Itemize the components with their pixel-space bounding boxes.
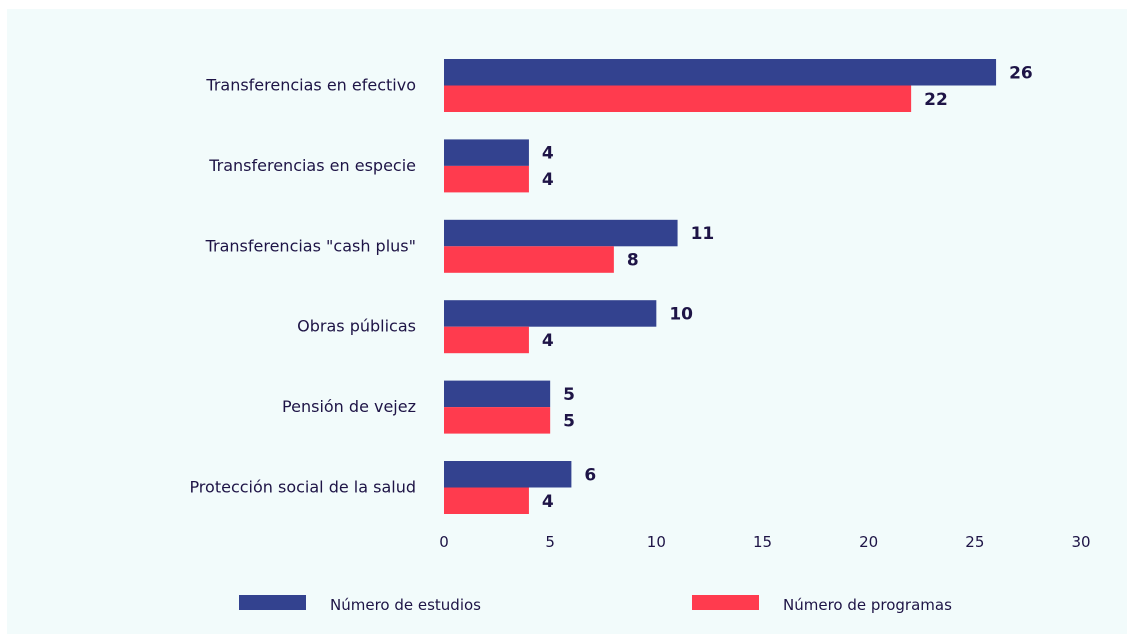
- x-tick-label: 10: [647, 533, 666, 551]
- category-label: Pensión de vejez: [282, 397, 416, 416]
- data-label: 4: [542, 144, 554, 164]
- category-label: Protección social de la salud: [189, 478, 416, 497]
- bar-programas: [444, 85, 912, 112]
- bar-estudios: [444, 59, 997, 86]
- data-label: 22: [924, 90, 948, 110]
- legend-label: Número de estudios: [330, 596, 481, 614]
- bar-estudios: [444, 300, 657, 327]
- data-label: 6: [584, 465, 596, 485]
- bar-estudios: [444, 219, 678, 247]
- data-label: 8: [627, 251, 639, 271]
- legend-label: Número de programas: [783, 596, 952, 614]
- data-label: 4: [542, 170, 554, 190]
- category-label: Transferencias "cash plus": [205, 236, 416, 255]
- x-tick-label: 15: [753, 533, 772, 551]
- legend-swatch: [692, 595, 759, 610]
- category-label: Obras públicas: [297, 317, 416, 336]
- x-tick-label: 5: [545, 533, 555, 551]
- bar-programas: [444, 487, 529, 514]
- x-tick-label: 20: [859, 533, 878, 551]
- data-label: 4: [542, 331, 554, 351]
- bar-programas: [444, 246, 614, 273]
- chart-panel: Transferencias en efectivo 26 22 Transferen…: [7, 9, 1127, 634]
- x-tick-label: 0: [439, 533, 449, 551]
- category-label: Transferencias en especie: [208, 156, 416, 175]
- bar-chart: Transferencias en efectivo 26 22 Transferen…: [189, 59, 1091, 614]
- category-label: Transferencias en efectivo: [205, 76, 416, 95]
- data-label: 4: [542, 492, 554, 512]
- x-tick-label: 30: [1071, 533, 1090, 551]
- data-label: 5: [563, 385, 575, 405]
- bar-programas: [444, 165, 529, 193]
- data-label: 10: [669, 304, 693, 324]
- bar-estudios: [444, 139, 529, 166]
- bar-programas: [444, 407, 551, 434]
- data-label: 5: [563, 411, 575, 431]
- x-tick-label: 25: [965, 533, 984, 551]
- data-label: 26: [1009, 63, 1033, 83]
- bar-programas: [444, 326, 529, 354]
- data-label: 11: [691, 224, 715, 244]
- legend-swatch: [239, 595, 306, 610]
- bar-estudios: [444, 461, 572, 488]
- bar-estudios: [444, 380, 551, 408]
